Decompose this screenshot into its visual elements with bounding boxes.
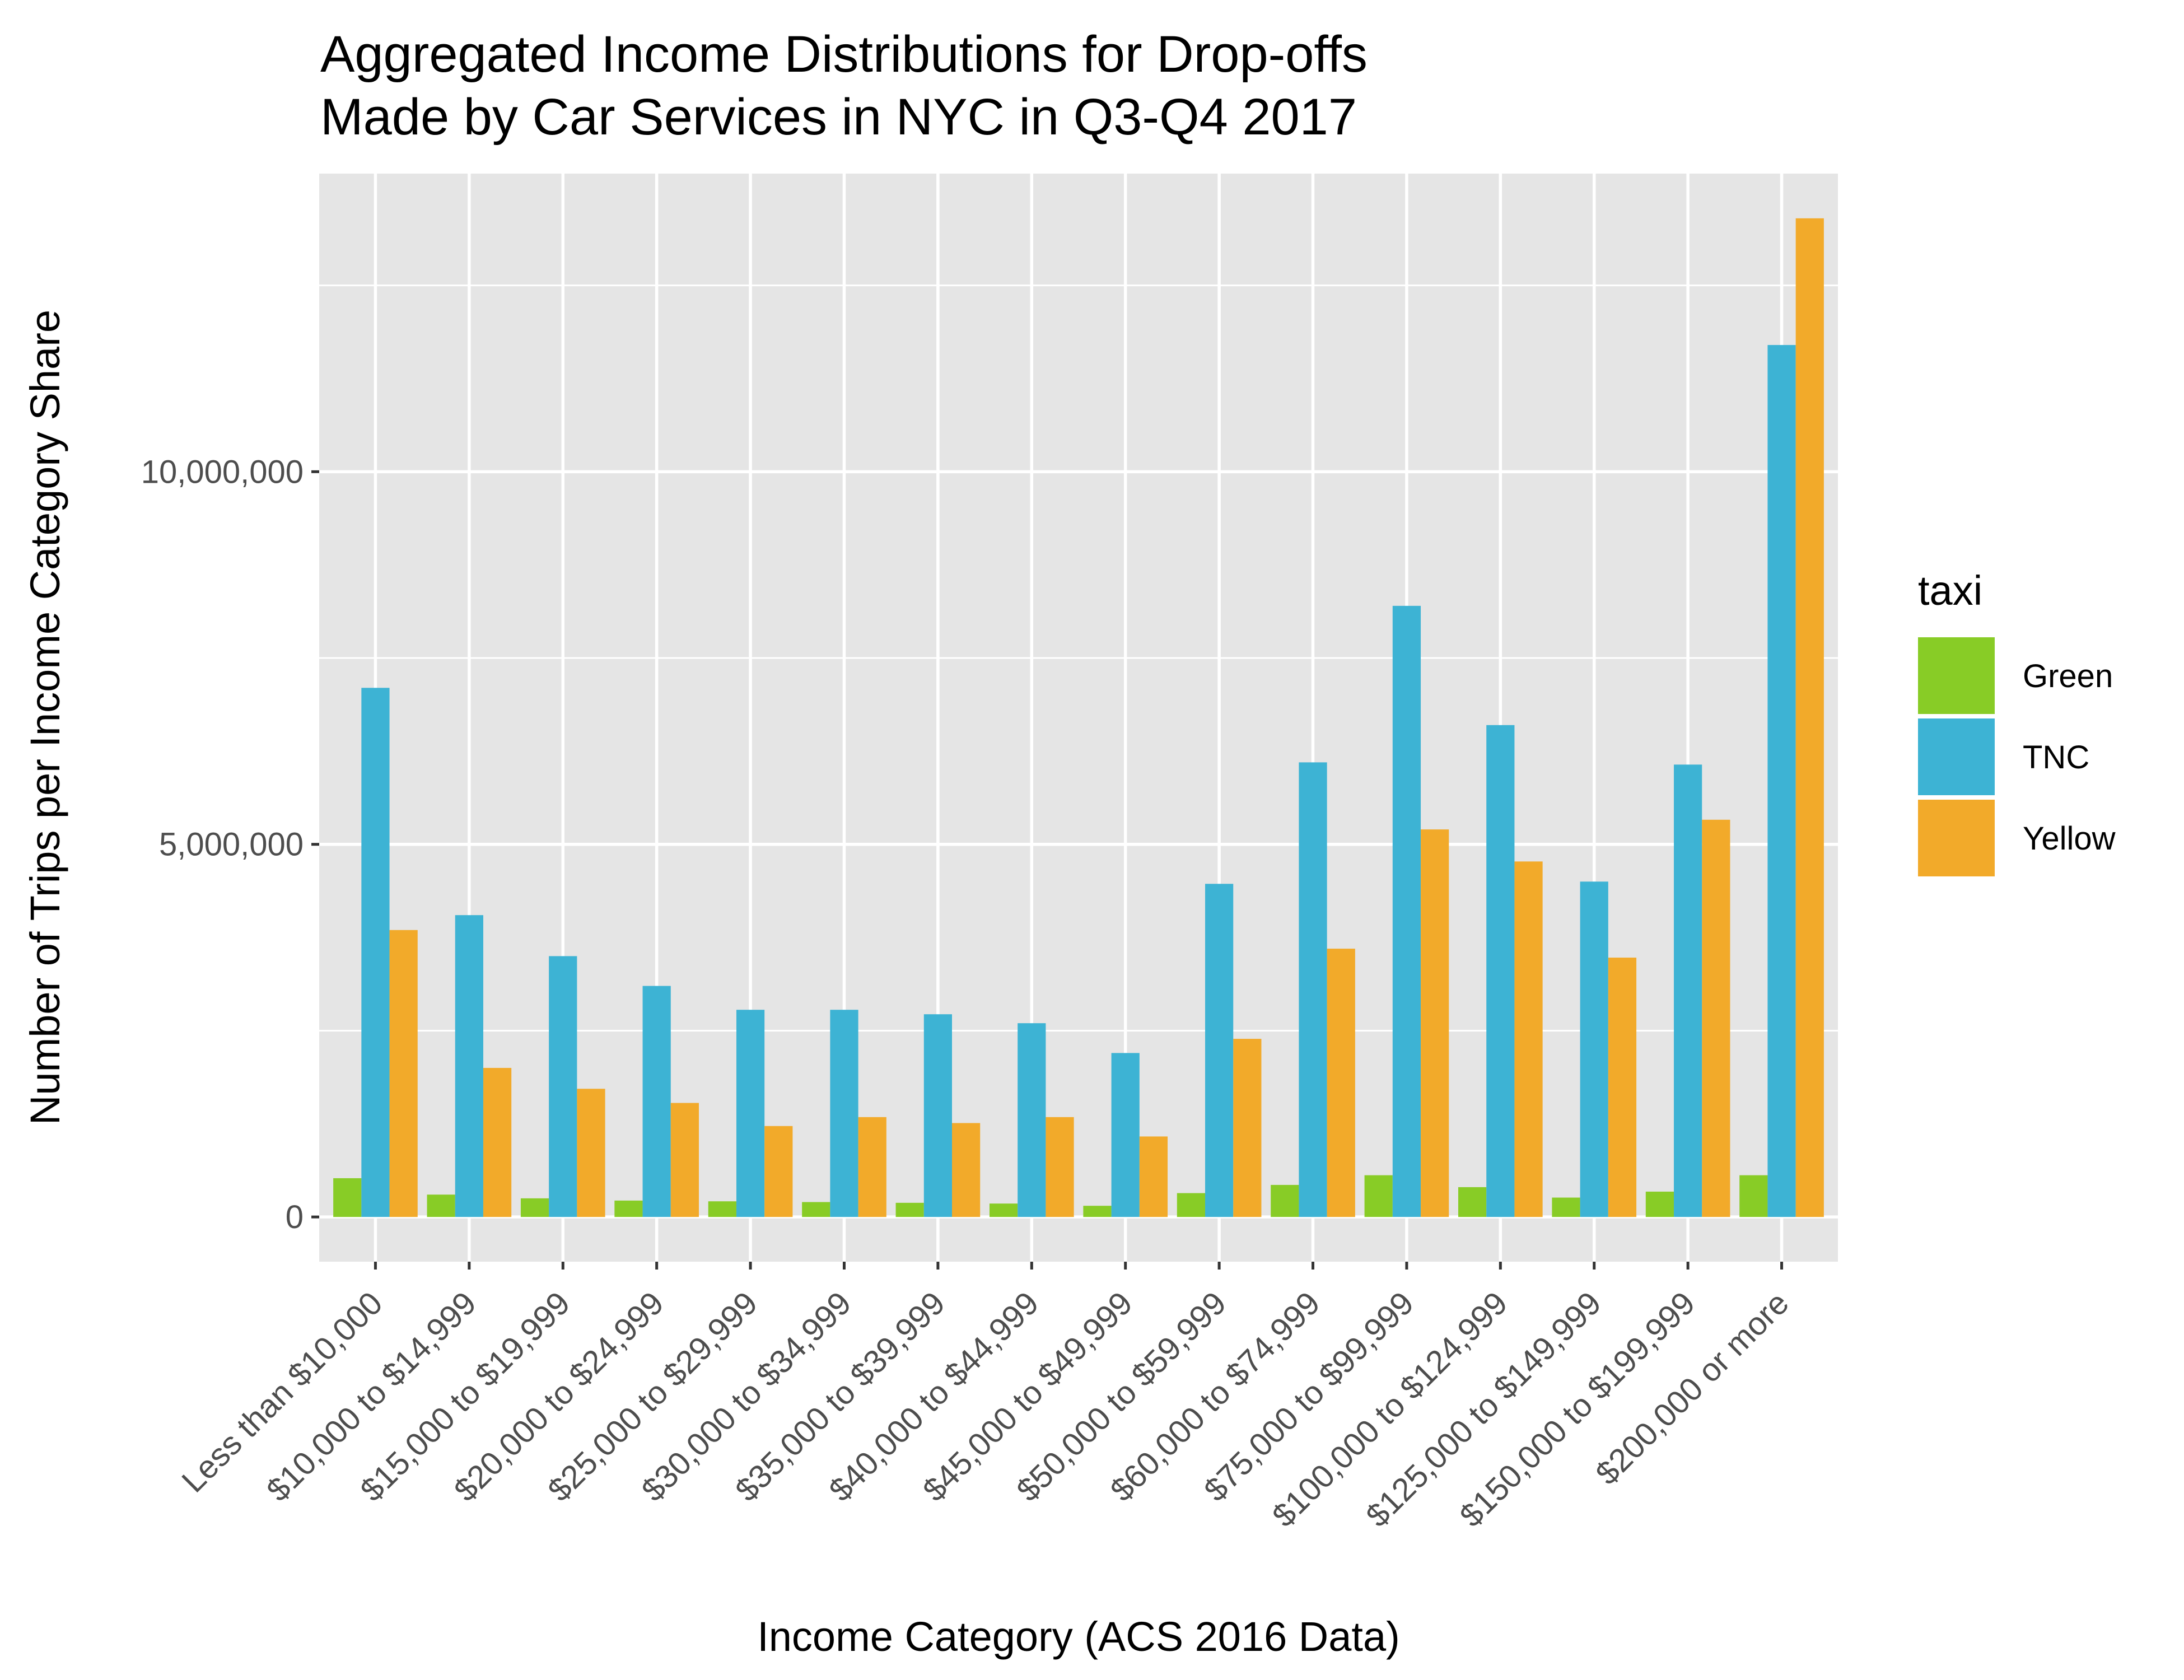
bar-tnc [830,1010,858,1217]
bar-yellow [1608,958,1637,1217]
bar-green [1271,1184,1299,1217]
legend-key-green [1918,637,1995,714]
bar-green [427,1194,455,1217]
bar-yellow [1421,829,1449,1217]
legend-label-yellow: Yellow [2023,820,2116,857]
bars [333,218,1824,1217]
bar-yellow [858,1117,886,1217]
legend: taxi Green TNC Yellow [1918,567,2116,876]
legend-label-tnc: TNC [2023,739,2089,776]
bar-green [989,1203,1018,1217]
bar-green [1645,1191,1674,1217]
bar-green [1458,1187,1487,1217]
bar-yellow [764,1126,793,1217]
bar-green [1177,1193,1205,1217]
bar-yellow [1046,1117,1074,1217]
chart-title-line-2: Made by Car Services in NYC in Q3-Q4 201… [320,88,1357,146]
bar-yellow [1795,218,1824,1217]
bar-tnc [1767,345,1796,1217]
bar-tnc [1111,1053,1140,1217]
y-axis-title: Number of Trips per Income Category Shar… [22,310,68,1125]
chart-title-line-1: Aggregated Income Distributions for Drop… [320,26,1368,83]
y-tick-label: 10,000,000 [141,454,304,490]
bar-tnc [923,1014,952,1217]
bar-tnc [549,956,577,1217]
bar-tnc [455,915,483,1217]
bar-tnc [1392,605,1421,1217]
legend-title: taxi [1918,567,1982,614]
legend-key-tnc [1918,718,1995,795]
bar-green [802,1202,830,1217]
bar-tnc [1580,881,1608,1217]
bar-tnc [1674,764,1702,1217]
bar-green [520,1198,549,1217]
y-tick-label: 5,000,000 [159,827,304,863]
bar-green [1739,1175,1768,1217]
bar-green [1083,1206,1112,1217]
bar-yellow [1702,819,1730,1217]
bar-tnc [361,688,390,1217]
legend-label-green: Green [2023,658,2113,694]
bar-tnc [736,1010,765,1217]
bar-tnc [1299,762,1327,1217]
y-tick-label: 0 [286,1199,304,1235]
bar-yellow [483,1067,512,1217]
bar-green [1552,1197,1580,1217]
bar-green [708,1201,736,1217]
bar-yellow [670,1103,699,1217]
bar-yellow [1514,861,1543,1217]
bar-tnc [1205,884,1234,1217]
bar-yellow [577,1089,605,1217]
bar-green [895,1202,924,1217]
x-axis: Less than $10,000$10,000 to $14,999$15,0… [175,1262,1796,1534]
y-axis: 0 5,000,000 10,000,000 [141,454,319,1235]
bar-yellow [1233,1039,1262,1217]
bar-green [614,1200,643,1217]
bar-yellow [1139,1136,1168,1217]
bar-tnc [642,986,671,1217]
bar-green [333,1178,362,1217]
bar-tnc [1486,725,1515,1217]
bar-green [1364,1175,1393,1217]
bar-yellow [952,1123,981,1217]
bar-yellow [1327,949,1355,1217]
bar-yellow [389,930,418,1217]
x-axis-title: Income Category (ACS 2016 Data) [757,1613,1400,1660]
legend-key-yellow [1918,800,1995,876]
bar-tnc [1018,1023,1046,1217]
